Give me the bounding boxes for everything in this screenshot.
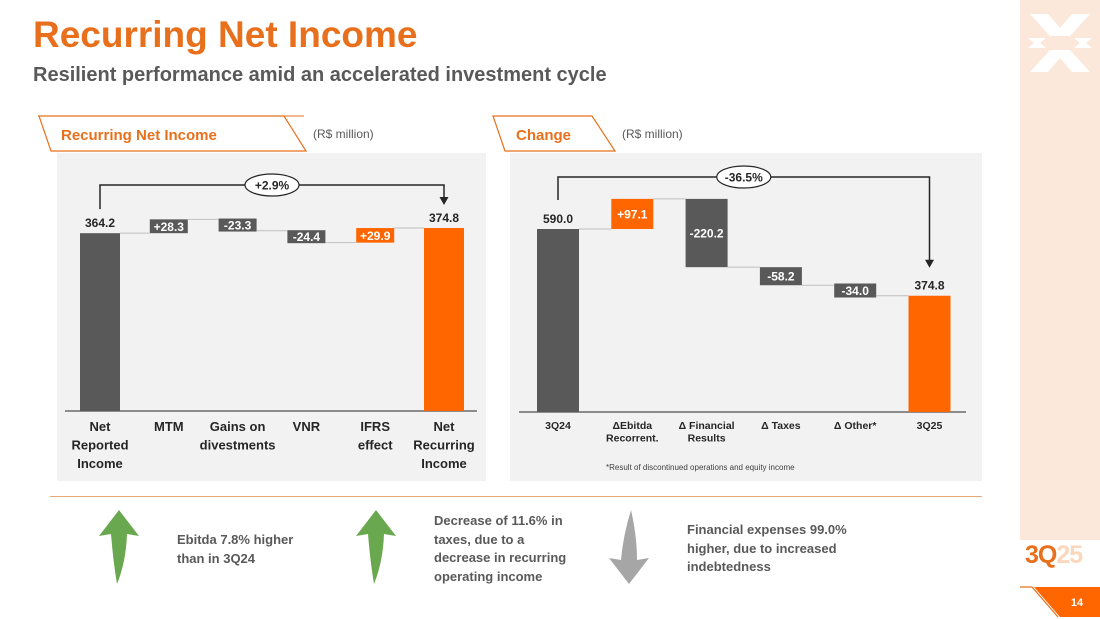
page-subtitle: Resilient performance amid an accelerate… <box>33 64 607 86</box>
bar-value-label: 590.0 <box>543 212 573 226</box>
bar-1 <box>611 198 654 229</box>
page-number: 14 <box>1070 597 1084 609</box>
change-annotation-label: +2.9% <box>255 179 290 193</box>
category-label: Net <box>90 419 112 434</box>
category-label: Δ Other* <box>834 420 877 432</box>
bar-value-label: +28.3 <box>154 220 185 234</box>
bar-value-label: -220.2 <box>690 227 724 241</box>
change-annotation-oval <box>716 165 772 189</box>
bar-0 <box>537 229 579 412</box>
category-label: Reported <box>71 438 128 453</box>
category-label: effect <box>358 438 393 453</box>
left-chart-unit: (R$ million) <box>313 127 374 141</box>
left-chart-panel <box>57 153 486 481</box>
up-arrow-icon <box>99 510 139 584</box>
bar-2 <box>685 198 728 268</box>
category-label: Δ Taxes <box>761 420 801 432</box>
bar-4 <box>834 283 877 298</box>
highlight-text-financial-expenses: Financial expenses 99.0% higher, due to … <box>687 522 847 574</box>
quarter-main: 3Q <box>1025 541 1057 569</box>
bar-0 <box>80 233 120 411</box>
change-annotation-label: -36.5% <box>725 171 763 185</box>
right-chart-tab-label: Change <box>516 127 572 144</box>
category-label: 3Q25 <box>917 420 943 432</box>
right-tab-shape <box>492 115 617 152</box>
category-label: ΔEbitda <box>612 420 652 432</box>
quarter-year: 25 <box>1056 541 1083 569</box>
category-label: Income <box>77 456 123 471</box>
bar-value-label: -58.2 <box>767 270 795 284</box>
category-label: VNR <box>293 419 321 434</box>
category-label: Net <box>434 419 456 434</box>
bar-5 <box>908 295 951 412</box>
bar-1 <box>149 219 188 234</box>
left-tab-shape <box>38 115 308 152</box>
highlight-text-ebitda: Ebitda 7.8% higher than in 3Q24 <box>177 532 294 566</box>
highlight-text-taxes: Decrease of 11.6% in taxes, due to a dec… <box>434 513 567 584</box>
bar-value-label: +97.1 <box>617 207 648 221</box>
company-logo-icon <box>1028 14 1092 72</box>
bar-value-label: 374.8 <box>914 279 944 293</box>
chart-footnote: *Result of discontinued operations and e… <box>606 463 795 472</box>
category-label: MTM <box>154 419 184 434</box>
category-label: Recurring <box>413 438 474 453</box>
category-label: Income <box>421 456 467 471</box>
page-number-tab <box>1020 586 1100 618</box>
category-label: divestments <box>200 438 276 453</box>
category-label: IFRS <box>360 419 390 434</box>
quarter-badge: 3Q25 <box>1025 541 1083 570</box>
right-chart-unit: (R$ million) <box>622 127 683 141</box>
category-label: Results <box>688 433 726 445</box>
change-annotation-oval <box>244 173 300 197</box>
bar-3 <box>759 267 802 286</box>
up-arrow-icon <box>356 510 396 584</box>
bar-value-label: -34.0 <box>842 284 870 298</box>
left-waterfall-chart: 364.2 Net Reported Income +28.3 MTM -23.3 Gains… <box>65 173 477 471</box>
bar-value-label: -23.3 <box>224 219 252 233</box>
section-divider <box>50 496 982 497</box>
bar-3 <box>287 230 326 244</box>
right-chart-panel <box>510 153 982 481</box>
bar-value-label: -24.4 <box>293 230 321 244</box>
left-chart-tab-label: Recurring Net Income <box>61 127 217 144</box>
bar-value-label: 364.2 <box>85 216 115 230</box>
change-bracket-arrowhead <box>925 259 934 268</box>
bar-value-label: 374.8 <box>429 211 459 225</box>
bar-2 <box>218 218 257 232</box>
page-title: Recurring Net Income <box>33 14 418 55</box>
bar-value-label: +29.9 <box>360 229 391 243</box>
change-bracket-arrowhead <box>439 197 449 205</box>
category-label: 3Q24 <box>545 420 571 432</box>
category-label: Gains on <box>210 419 266 434</box>
category-label: Recorrent. <box>606 433 659 445</box>
bar-4 <box>356 228 395 243</box>
category-label: Δ Financial <box>679 420 735 432</box>
bar-5 <box>424 228 464 411</box>
down-arrow-icon <box>609 510 649 584</box>
side-accent-strip <box>1020 0 1100 540</box>
